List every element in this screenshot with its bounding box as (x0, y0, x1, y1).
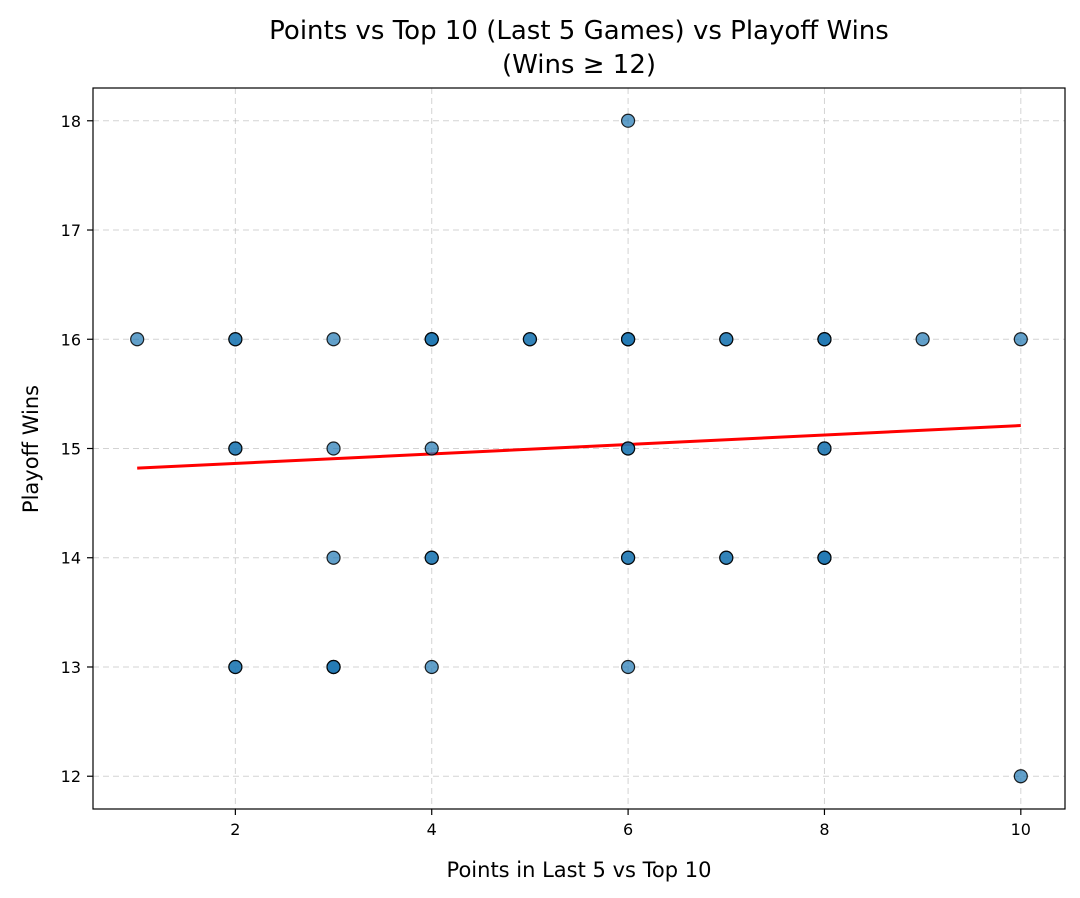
data-point (424, 441, 439, 456)
x-tick-label: 2 (230, 820, 240, 839)
data-point (522, 332, 538, 347)
trendline-layer (137, 424, 1021, 470)
data-point (424, 550, 439, 565)
data-point (915, 332, 930, 347)
y-axis-label: Playoff Wins (19, 385, 43, 513)
x-axis-label: Points in Last 5 vs Top 10 (447, 858, 712, 882)
grid-layer (93, 88, 1065, 809)
data-point (130, 332, 145, 347)
y-tick-label: 16 (61, 330, 81, 349)
chart-title: Points vs Top 10 (Last 5 Games) vs Playo… (269, 16, 889, 46)
data-point (228, 332, 243, 347)
data-point (326, 332, 341, 347)
y-tick-label: 17 (61, 221, 81, 240)
x-tick-label: 10 (1011, 820, 1031, 839)
data-point (817, 332, 832, 347)
data-point (620, 332, 636, 347)
data-point (817, 441, 832, 456)
data-point (1013, 769, 1028, 784)
y-tick-label: 12 (61, 767, 81, 786)
data-point (620, 441, 636, 456)
data-point (424, 659, 439, 675)
data-point (817, 550, 832, 565)
data-point (620, 113, 636, 128)
data-point (719, 332, 734, 347)
y-tick-label: 15 (61, 440, 81, 459)
y-tick-label: 18 (61, 112, 81, 131)
data-point (1013, 332, 1028, 347)
x-tick-label: 6 (623, 820, 633, 839)
data-point (719, 550, 734, 565)
chart-subtitle: (Wins ≥ 12) (502, 50, 656, 80)
data-point (620, 659, 636, 675)
x-axis-ticks: 2 4 6 8 10 (230, 809, 1031, 839)
data-point (228, 441, 243, 456)
x-tick-label: 4 (427, 820, 437, 839)
y-tick-label: 13 (61, 658, 81, 677)
data-point (620, 550, 636, 565)
y-axis-ticks: 12 13 14 15 16 17 18 (61, 112, 93, 786)
data-point (228, 659, 243, 675)
data-point (326, 550, 341, 565)
y-tick-label: 14 (61, 549, 81, 568)
data-point (326, 659, 341, 675)
data-point (424, 332, 439, 347)
trend-line (137, 424, 1021, 470)
data-point (326, 441, 341, 456)
x-tick-label: 8 (819, 820, 829, 839)
data-points-layer (130, 113, 1028, 784)
